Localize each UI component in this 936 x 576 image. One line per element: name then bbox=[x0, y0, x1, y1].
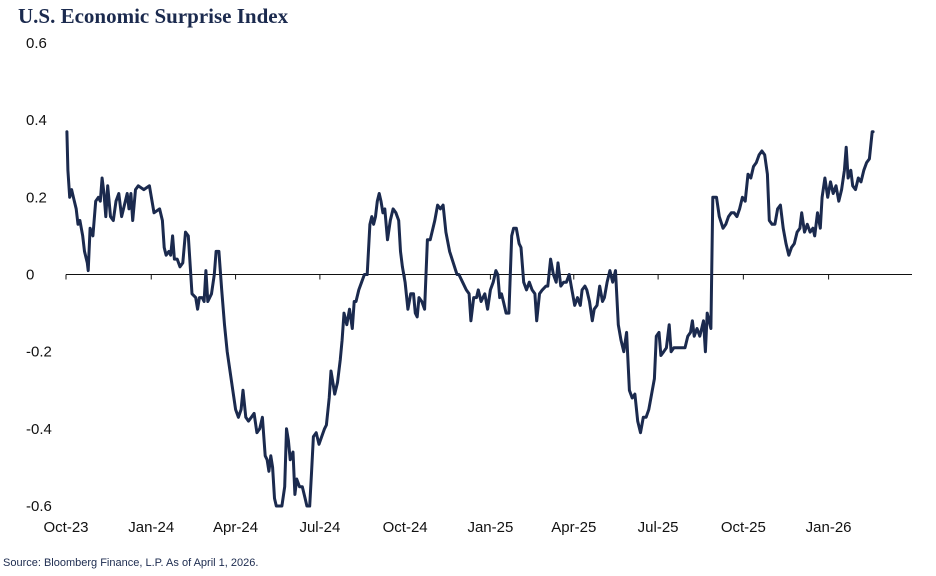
x-tick-label: Apr-24 bbox=[213, 519, 258, 536]
x-axis: Oct-23 Jan-24 Apr-24 Jul-24 Oct-24 Jan-25 Apr-… bbox=[43, 274, 852, 536]
y-tick-label: 0.6 bbox=[26, 35, 47, 52]
y-tick-label: 0 bbox=[26, 267, 34, 284]
series-layer bbox=[65, 130, 875, 508]
y-tick-label: -0.2 bbox=[26, 344, 52, 361]
x-tick-label: Jan-25 bbox=[467, 519, 513, 536]
y-tick-label: 0.4 bbox=[26, 112, 47, 129]
y-tick-label: -0.4 bbox=[26, 421, 52, 438]
y-tick-label: -0.6 bbox=[26, 498, 52, 515]
x-tick-label: Oct-25 bbox=[721, 519, 766, 536]
x-tick-label: Oct-23 bbox=[43, 519, 88, 536]
y-axis: 0.6 0.4 0.2 0 -0.2 -0.4 -0.6 bbox=[26, 35, 52, 515]
x-tick-label: Jan-24 bbox=[128, 519, 174, 536]
x-tick-label: Oct-24 bbox=[383, 519, 428, 536]
x-tick-label: Jul-24 bbox=[299, 519, 340, 536]
chart-title: U.S. Economic Surprise Index bbox=[18, 4, 289, 28]
source-note: Source: Bloomberg Finance, L.P. As of Ap… bbox=[3, 557, 259, 569]
series-line bbox=[65, 130, 875, 508]
x-tick-label: Jan-26 bbox=[806, 519, 852, 536]
y-tick-label: 0.2 bbox=[26, 189, 47, 206]
x-tick-label: Apr-25 bbox=[551, 519, 596, 536]
x-tick-label: Jul-25 bbox=[638, 519, 679, 536]
